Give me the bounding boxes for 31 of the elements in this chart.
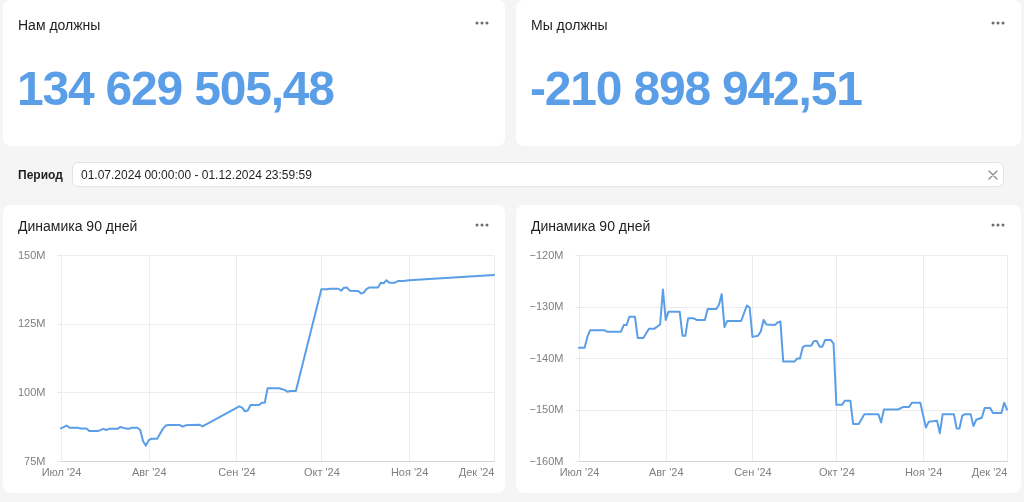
y-tick-label: 100M: [17, 385, 46, 398]
y-tick-label: −160M: [529, 454, 564, 467]
x-tick-label: Окт '24: [303, 465, 340, 478]
x-tick-label: Ноя '24: [904, 465, 943, 478]
y-tick-label: −120M: [529, 248, 564, 261]
x-tick-label: Июл '24: [559, 465, 600, 478]
chart-title: Динамика 90 дней: [18, 217, 138, 235]
text: Нам должны: [18, 16, 101, 34]
text: Период: [18, 168, 63, 182]
x-tick-label: Сен '24: [734, 465, 772, 478]
line-series: [60, 274, 495, 447]
line-series: [578, 288, 1008, 435]
y-tick-label: −140M: [529, 351, 564, 364]
y-tick-label: 150M: [17, 248, 46, 261]
text: 134 629 505,48: [17, 62, 334, 115]
y-tick-label: −130M: [529, 300, 564, 312]
x-tick-label: Дек '24: [458, 465, 495, 478]
y-tick-label: 75M: [24, 454, 46, 467]
x-tick-label: Сен '24: [218, 465, 256, 478]
x-tick-label: Авг '24: [131, 465, 167, 478]
date-range-field: 01.07.2024 00:00:00 - 01.12.2024 23:59:59: [72, 162, 1004, 187]
chart-title: Динамика 90 дней: [531, 217, 651, 235]
x-tick-label: Авг '24: [648, 465, 684, 478]
x-tick-label: Окт '24: [818, 465, 855, 478]
x-tick-label: Дек '24: [971, 465, 1008, 478]
x-tick-label: Ноя '24: [390, 465, 429, 478]
text: Мы должны: [531, 16, 608, 34]
y-tick-label: 125M: [17, 317, 46, 330]
x-tick-label: Июл '24: [41, 465, 82, 478]
text: -210 898 942,51: [530, 62, 862, 115]
y-tick-label: −150M: [529, 403, 564, 415]
